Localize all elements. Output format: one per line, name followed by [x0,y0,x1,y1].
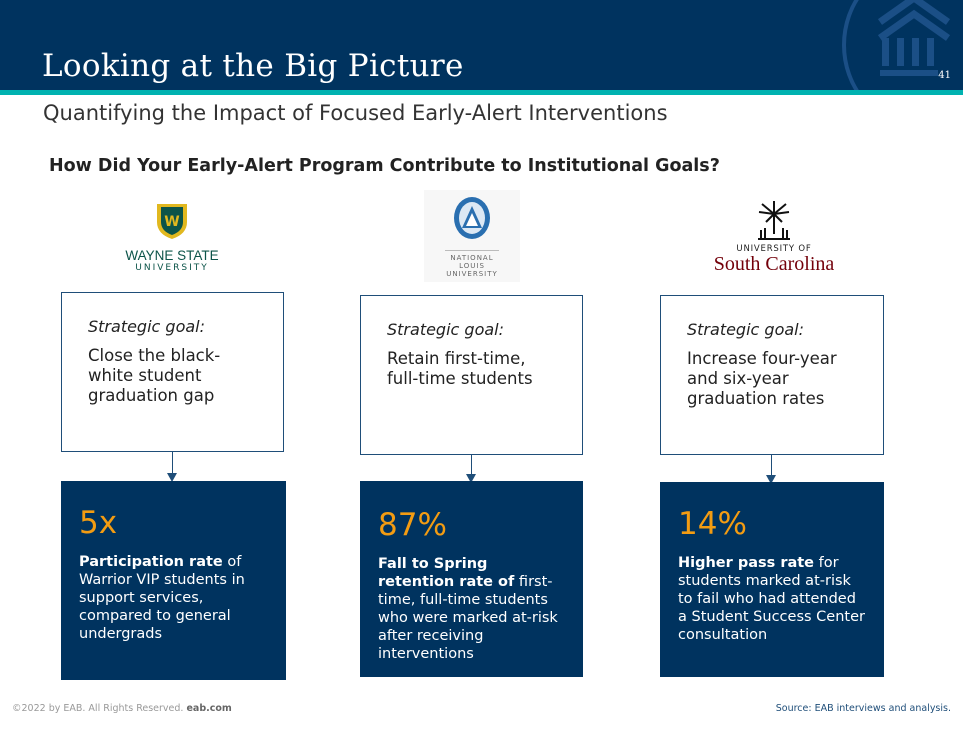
strategic-goal-box-wayne: Strategic goal: Close the black-white st… [61,292,284,452]
south-carolina-logo: UNIVERSITY OF South Carolina [696,200,852,274]
strategic-goal-box-usc: Strategic goal: Increase four-year and s… [660,295,884,455]
eab-link[interactable]: eab.com [186,703,232,714]
wayne-state-logo: W WAYNE STATE UNIVERSITY [112,202,232,273]
stat-box-usc: 14% Higher pass rate for students marked… [660,482,884,677]
stat-box-nlu: 87% Fall to Spring retention rate of fir… [360,481,583,677]
palmetto-tree-icon [758,201,790,240]
page-title: Looking at the Big Picture [42,48,464,84]
arrow-down-icon [766,455,776,484]
copyright: ©2022 by EAB. All Rights Reserved. eab.c… [12,703,232,714]
national-louis-seal-icon [454,197,490,239]
subtitle: Quantifying the Impact of Focused Early-… [43,101,668,125]
page-number: 41 [938,70,951,81]
national-louis-logo: NATIONAL LOUIS UNIVERSITY [424,190,520,282]
teal-divider [0,90,963,95]
header-banner: Looking at the Big Picture 41 [0,0,963,90]
svg-text:W: W [164,214,179,230]
stat-box-wayne: 5x Participation rate of Warrior VIP stu… [61,481,286,680]
wayne-state-shield-icon: W [157,204,187,239]
strategic-goal-box-nlu: Strategic goal: Retain first-time, full-… [360,295,583,455]
arrow-down-icon [466,455,476,483]
arrow-down-icon [167,452,177,482]
section-question: How Did Your Early-Alert Program Contrib… [49,156,720,176]
source-note: Source: EAB interviews and analysis. [775,703,951,714]
eab-column-emblem-icon [842,0,951,90]
